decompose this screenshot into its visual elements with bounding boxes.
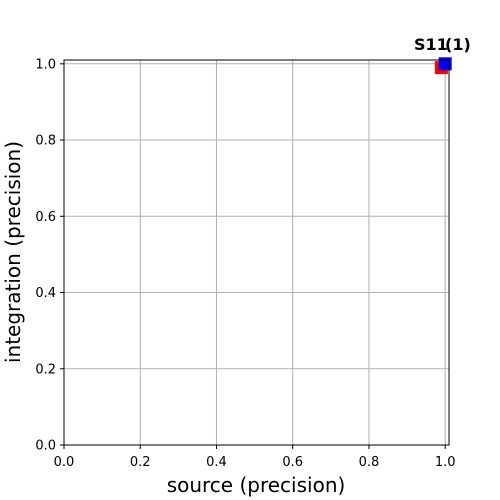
grid bbox=[63, 60, 449, 446]
x-tick-label: 0.6 bbox=[282, 455, 303, 470]
data-points bbox=[434, 57, 452, 75]
x-tick-label: 0.2 bbox=[130, 455, 151, 470]
y-tick-label: 0.8 bbox=[35, 134, 56, 149]
x-tick-label: 0.4 bbox=[206, 455, 227, 470]
y-tick-label: 1.0 bbox=[35, 57, 56, 72]
x-tick-label: 0.8 bbox=[359, 455, 380, 470]
y-tick-label: 0.6 bbox=[35, 210, 56, 225]
x-tick-label: 1.0 bbox=[435, 455, 456, 470]
y-axis-ticks: 0.0 0.2 0.4 0.6 0.8 1.0 bbox=[35, 57, 64, 454]
y-tick-label: 0.2 bbox=[35, 362, 56, 377]
x-axis-label: source (precision) bbox=[167, 473, 346, 497]
point-label-s11: S11 bbox=[414, 35, 448, 54]
x-tick-label: 0.0 bbox=[54, 455, 75, 470]
data-point bbox=[438, 57, 452, 71]
y-tick-label: 0.0 bbox=[35, 439, 56, 454]
point-label-count: (1) bbox=[445, 35, 471, 54]
y-tick-label: 0.4 bbox=[35, 286, 56, 301]
plot-frame bbox=[63, 59, 450, 446]
x-axis-ticks: 0.0 0.2 0.4 0.6 0.8 1.0 bbox=[54, 445, 456, 470]
y-axis-label: integration (precision) bbox=[1, 141, 25, 363]
